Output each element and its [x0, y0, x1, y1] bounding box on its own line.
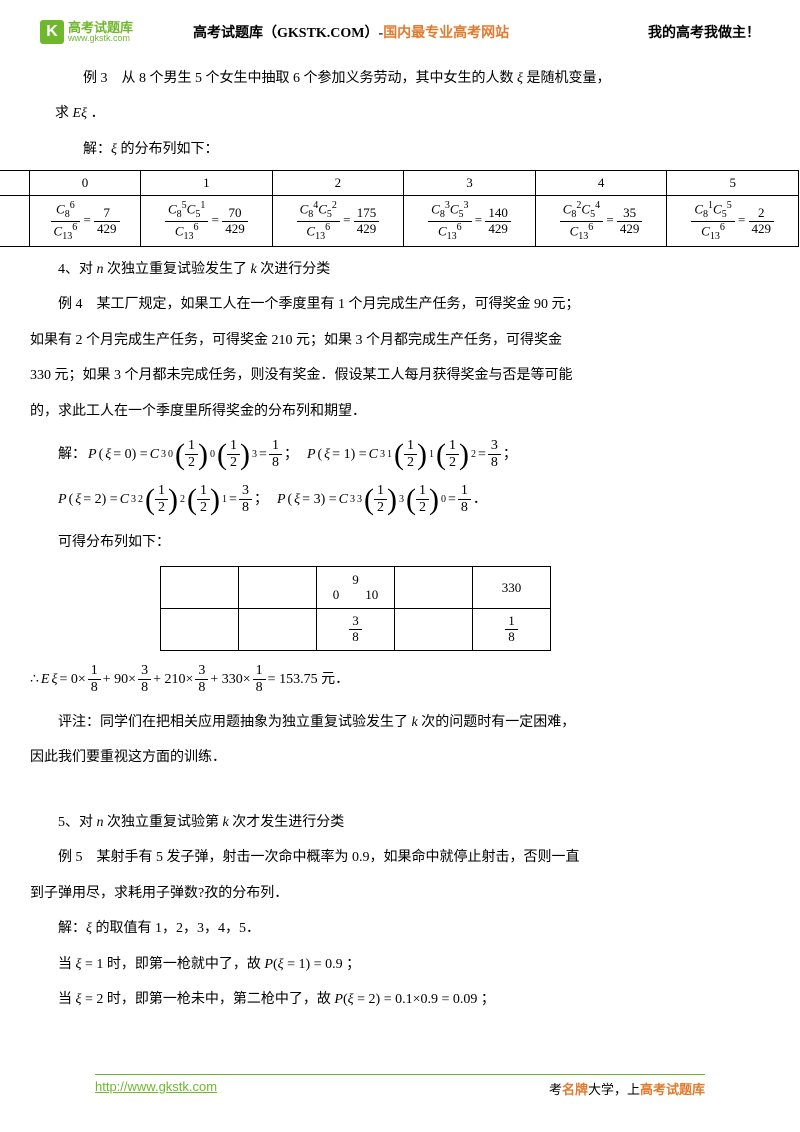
expectation-line: ∴ Eξ = 0×18 + 90×38 + 210×38 + 330×18 = … [30, 663, 770, 696]
table-cell: 330 [473, 566, 551, 608]
example-4-l4: 的，求此工人在一个季度里所得奖金的分布列和期望． [30, 397, 770, 426]
example-3-intro: 例 3 从 8 个男生 5 个女生中抽取 6 个参加义务劳动，其中女生的人数 ξ… [55, 64, 745, 93]
logo: K 高考试题库 www.gkstk.com [40, 20, 133, 44]
header-title: 高考试题库（GKSTK.COM）-国内最专业高考网站 [193, 22, 509, 42]
comment-1: 评注：同学们在把相关应用题抽象为独立重复试验发生了 k 次的问题时有一定困难， [30, 708, 770, 737]
distribution-table-2: 90 10 330 38 18 [160, 566, 551, 651]
table-cell: C84C52C136 = 175429 [272, 196, 404, 247]
table-row: 0 1 2 3 4 5 [0, 171, 799, 196]
example-3-solution-label: 解：ξ 的分布列如下： [55, 135, 745, 164]
table-cell: C82C54C136 = 35429 [535, 196, 667, 247]
section-5-title: 5、对 n 次独立重复试验第 k 次才发生进行分类 [30, 808, 770, 837]
logo-text: 高考试题库 www.gkstk.com [68, 21, 133, 43]
main-content: 例 3 从 8 个男生 5 个女生中抽取 6 个参加义务劳动，其中女生的人数 ξ… [0, 54, 800, 164]
page-footer: http://www.gkstk.com 考名牌大学，上高考试题库 [95, 1074, 705, 1098]
comment-2: 因此我们要重视这方面的训练． [30, 743, 770, 772]
example-5-l2: 到子弹用尽，求耗用子弹数?孜的分布列． [30, 879, 770, 908]
case-1: 当 ξ = 1 时，即第一枪就中了，故 P(ξ = 1) = 0.9 ； [30, 950, 770, 979]
header-title-black: 高考试题库（GKSTK.COM）- [193, 26, 383, 41]
table-header: 2 [272, 171, 404, 196]
example-5-sol: 解：ξ 的取值有 1，2，3，4，5． [30, 914, 770, 943]
footer-url[interactable]: http://www.gkstk.com [95, 1079, 217, 1098]
example-4-l3: 330 元；如果 3 个月都未完成任务，则没有奖金．假设某工人每月获得奖金与否是… [30, 361, 770, 390]
section-4: 4、对 n 次独立重复试验发生了 k 次进行分类 例 4 某工厂规定，如果工人在… [0, 255, 800, 1014]
section-4-title: 4、对 n 次独立重复试验发生了 k 次进行分类 [30, 255, 770, 284]
example-4-l2: 如果有 2 个月完成生产任务，可得奖金 210 元；如果 3 个月都完成生产任务… [30, 326, 770, 355]
table-header: 0 [30, 171, 141, 196]
table-row: C86C136 = 7429 C85C51C136 = 70429 C84C52… [0, 196, 799, 247]
example-5-l1: 例 5 某射手有 5 发子弹，射击一次命中概率为 0.9，如果命中就停止射击，否… [30, 843, 770, 872]
header-slogan: 我的高考我做主！ [648, 22, 760, 42]
table-header: 1 [141, 171, 273, 196]
table-row: 38 18 [161, 608, 551, 650]
header-title-orange: 国内最专业高考网站 [383, 26, 509, 41]
math-p2-p3: P(ξ = 2) = C32 (12)2 (12)1 = 38 ； P(ξ = … [30, 483, 770, 516]
distribution-table-1: 0 1 2 3 4 5 C86C136 = 7429 C85C51C136 = … [0, 170, 799, 247]
table-header: 4 [535, 171, 667, 196]
logo-url: www.gkstk.com [68, 34, 133, 43]
footer-slogan: 考名牌大学，上高考试题库 [549, 1079, 705, 1098]
dist-table-label: 可得分布列如下： [30, 528, 770, 557]
table-header: 3 [404, 171, 536, 196]
table-header: 5 [667, 171, 799, 196]
table-cell: 38 [317, 608, 395, 650]
math-p0-p1: 解：P(ξ = 0) = C30 (12)0 (12)3 = 18 ； P(ξ … [30, 438, 770, 471]
example-4-l1: 例 4 某工厂规定，如果工人在一个季度里有 1 个月完成生产任务，可得奖金 90… [30, 290, 770, 319]
page-header: K 高考试题库 www.gkstk.com 高考试题库（GKSTK.COM）-国… [0, 0, 800, 54]
example-3-ask: 求 Eξ ． [55, 99, 745, 128]
table-cell: 90 10 [317, 566, 395, 608]
table-cell: C83C53C136 = 140429 [404, 196, 536, 247]
table-cell: C81C55C136 = 2429 [667, 196, 799, 247]
table-row: 90 10 330 [161, 566, 551, 608]
table-cell: 18 [473, 608, 551, 650]
table-cell: C86C136 = 7429 [30, 196, 141, 247]
case-2: 当 ξ = 2 时，即第一枪未中，第二枪中了，故 P(ξ = 2) = 0.1×… [30, 985, 770, 1014]
table-cell: C85C51C136 = 70429 [141, 196, 273, 247]
logo-badge: K [40, 20, 64, 44]
